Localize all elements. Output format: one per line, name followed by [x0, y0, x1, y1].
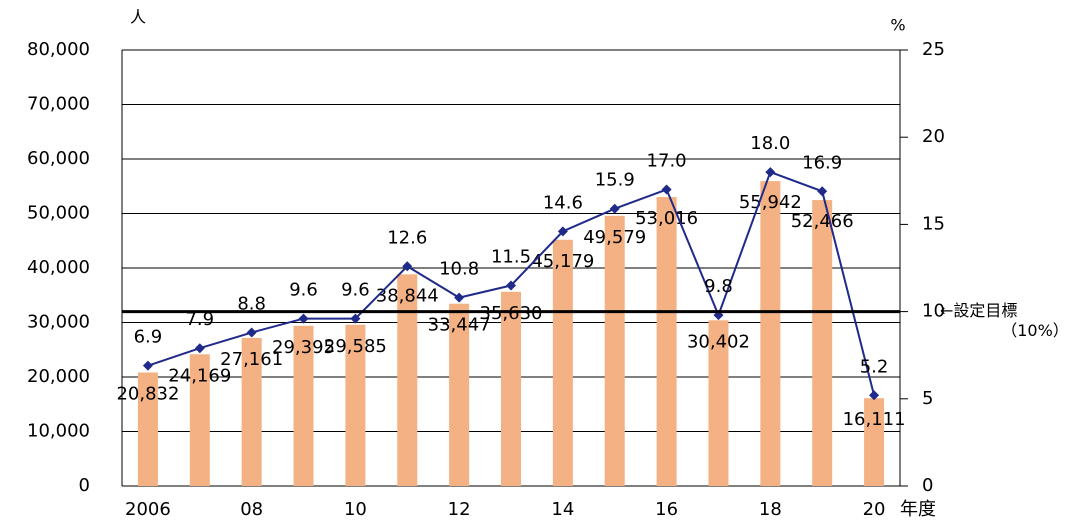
bar	[864, 398, 885, 486]
bar-value-label: 29,585	[324, 336, 387, 357]
bar-value-label: 38,844	[376, 285, 439, 306]
marker	[402, 261, 413, 272]
line-value-label: 12.6	[387, 227, 427, 248]
bar-value-label: 29,395	[272, 337, 335, 358]
bar	[137, 372, 158, 486]
y-tick-label: 30,000	[27, 312, 90, 333]
marker	[246, 327, 257, 338]
bar-value-label: 24,169	[168, 365, 231, 386]
marker	[765, 167, 776, 178]
y2-tick-label: 0	[922, 475, 933, 496]
marker	[869, 390, 880, 401]
x-tick-label: 20	[863, 499, 886, 520]
marker	[506, 280, 516, 291]
bar	[189, 354, 210, 486]
bar-value-label: 30,402	[687, 331, 750, 352]
marker	[142, 360, 153, 371]
bar	[552, 239, 573, 486]
target-note: （10%）	[1001, 321, 1069, 340]
x-axis-label: 年度	[900, 499, 936, 520]
y-tick-label: 50,000	[27, 203, 90, 224]
bar-value-label: 35,630	[480, 303, 543, 324]
bar-value-label: 27,161	[220, 349, 283, 370]
marker	[454, 292, 465, 303]
y-tick-label: 0	[79, 475, 90, 496]
bar-value-label: 33,447	[428, 315, 491, 336]
x-tick-label: 18	[759, 499, 782, 520]
x-tick-label: 16	[655, 499, 678, 520]
line-value-label: 7.9	[185, 309, 214, 330]
line-value-label: 14.6	[543, 192, 583, 213]
bar	[656, 197, 677, 486]
y-tick-label: 10,000	[27, 421, 90, 442]
x-tick-label: 10	[344, 499, 367, 520]
bar-value-label: 45,179	[531, 251, 594, 272]
bar-value-label: 55,942	[739, 192, 802, 213]
y2-tick-label: 10	[922, 301, 945, 322]
y2-tick-label: 5	[922, 388, 933, 409]
y2-tick-label: 25	[922, 39, 945, 60]
bar-value-label: 20,832	[116, 383, 179, 404]
bar	[345, 324, 366, 486]
y-tick-label: 80,000	[27, 39, 90, 60]
marker	[194, 343, 205, 354]
bar	[293, 325, 314, 486]
line-value-label: 5.2	[860, 356, 889, 377]
bar-value-label: 52,466	[791, 211, 854, 232]
y-axis-unit: 人	[130, 8, 146, 27]
marker	[350, 313, 361, 324]
marker	[661, 184, 672, 195]
x-tick-label: 2006	[125, 499, 171, 520]
line-value-label: 9.8	[704, 276, 733, 297]
y2-axis-unit: %	[890, 16, 905, 35]
bar	[708, 320, 729, 486]
marker	[557, 226, 568, 237]
marker	[609, 203, 620, 214]
line-value-label: 17.0	[647, 151, 687, 172]
line-value-label: 8.8	[237, 294, 266, 315]
bar	[812, 200, 833, 486]
y2-tick-label: 20	[922, 126, 945, 147]
line-value-label: 11.5	[491, 246, 531, 267]
target-label: ←設定目標	[940, 301, 1017, 320]
line-value-label: 15.9	[595, 170, 635, 191]
x-tick-label: 08	[240, 499, 263, 520]
line-value-label: 6.9	[134, 327, 163, 348]
marker	[298, 313, 309, 324]
y-tick-label: 70,000	[27, 94, 90, 115]
line-value-label: 9.6	[341, 280, 370, 301]
bar	[760, 181, 781, 487]
line-value-label: 9.6	[289, 280, 318, 301]
bar	[241, 337, 262, 486]
line-value-label: 10.8	[439, 259, 479, 280]
bar-value-label: 49,579	[583, 227, 646, 248]
bar	[449, 303, 470, 486]
marker	[817, 186, 828, 197]
y-tick-label: 20,000	[27, 366, 90, 387]
bar	[501, 291, 521, 486]
bar	[604, 215, 625, 487]
y2-tick-label: 15	[922, 213, 945, 234]
x-tick-label: 12	[448, 499, 471, 520]
bar-value-label: 16,111	[843, 409, 906, 430]
bar-value-label: 53,016	[635, 208, 698, 229]
line-value-label: 16.9	[802, 152, 842, 173]
y-tick-label: 40,000	[27, 257, 90, 278]
line-value-label: 18.0	[750, 133, 790, 154]
x-tick-label: 14	[551, 499, 574, 520]
y-tick-label: 60,000	[27, 148, 90, 169]
bar	[397, 274, 418, 486]
